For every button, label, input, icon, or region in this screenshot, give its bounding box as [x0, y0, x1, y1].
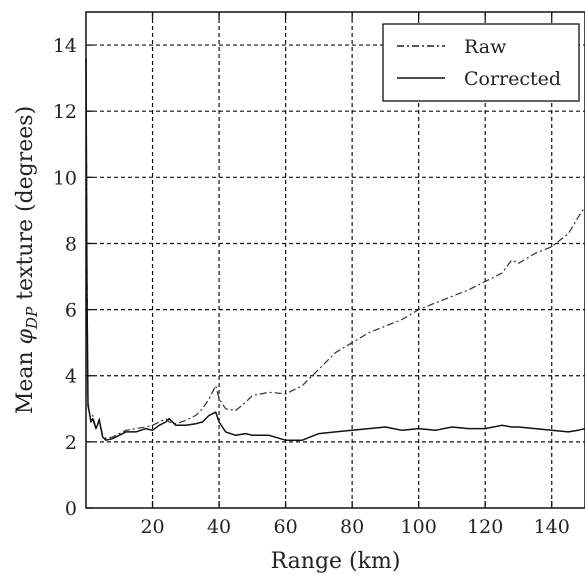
- legend-label-raw: Raw: [464, 36, 507, 58]
- y-axis-label-suffix: texture (degrees): [13, 106, 38, 307]
- x-tick-label: 80: [340, 516, 364, 538]
- y-tick-label: 6: [65, 300, 77, 322]
- x-tick-label: 140: [534, 516, 570, 538]
- x-tick-label: 120: [467, 516, 503, 538]
- y-tick-label: 2: [65, 432, 77, 454]
- y-axis-ticks: 0 2 4 6 8 10 12 14: [53, 35, 93, 520]
- grid: [86, 12, 585, 508]
- legend: Raw Corrected: [382, 23, 580, 102]
- y-tick-label: 12: [53, 101, 77, 123]
- y-tick-label: 14: [53, 35, 77, 57]
- x-tick-label: 100: [401, 516, 437, 538]
- y-axis-label-prefix: Mean: [13, 344, 38, 414]
- y-tick-label: 4: [65, 366, 77, 388]
- x-tick-label: 20: [140, 516, 164, 538]
- x-axis-ticks: 20 40 60 80 100 120 140: [140, 12, 570, 538]
- x-axis-label: Range (km): [271, 549, 401, 574]
- x-tick-label: 60: [274, 516, 298, 538]
- y-axis-label: Mean φDP texture (degrees): [13, 106, 41, 414]
- series-line-corrected: [85, 58, 585, 441]
- y-tick-label: 10: [53, 167, 77, 189]
- y-axis-label-subscript: DP: [23, 306, 41, 330]
- legend-label-corrected: Corrected: [464, 68, 561, 90]
- x-tick-label: 40: [207, 516, 231, 538]
- y-axis-label-symbol: φ: [13, 328, 38, 344]
- plot-frame: [85, 11, 585, 509]
- y-tick-label: 0: [65, 498, 77, 520]
- series-line-raw: [85, 58, 585, 440]
- y-tick-label: 8: [65, 233, 77, 255]
- series-group: [85, 58, 585, 441]
- legend-box: [382, 23, 580, 102]
